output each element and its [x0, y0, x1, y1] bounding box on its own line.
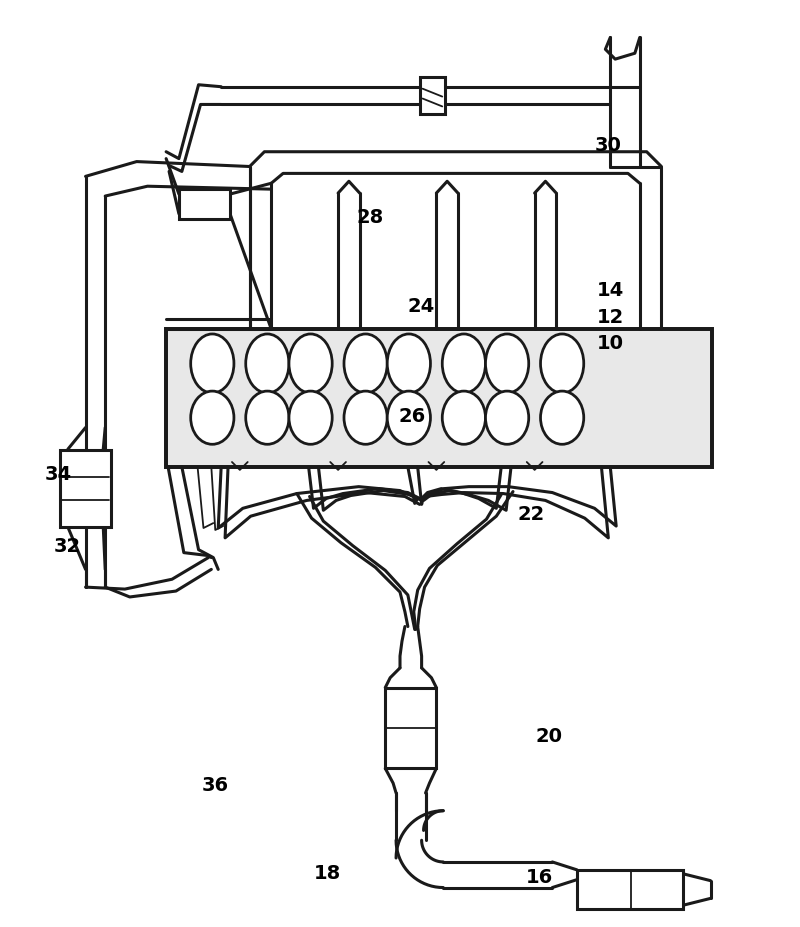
Text: 24: 24	[408, 297, 435, 316]
Text: 26: 26	[398, 407, 426, 425]
Bar	[420, 78, 446, 115]
Bar	[577, 870, 683, 909]
Text: 12: 12	[597, 308, 624, 327]
Ellipse shape	[344, 392, 387, 445]
Ellipse shape	[190, 392, 234, 445]
Ellipse shape	[541, 392, 584, 445]
Text: 36: 36	[202, 775, 229, 794]
Ellipse shape	[246, 392, 289, 445]
Text: 32: 32	[54, 536, 82, 555]
Bar	[60, 451, 111, 527]
Ellipse shape	[486, 335, 529, 394]
Bar	[179, 190, 230, 220]
Ellipse shape	[486, 392, 529, 445]
Bar	[166, 330, 713, 467]
Ellipse shape	[541, 335, 584, 394]
Text: 10: 10	[597, 334, 623, 352]
Text: 18: 18	[314, 863, 341, 883]
Bar	[386, 688, 436, 768]
Text: 22: 22	[518, 504, 545, 523]
Text: 30: 30	[595, 136, 622, 155]
Text: 20: 20	[535, 726, 562, 745]
Ellipse shape	[442, 392, 486, 445]
Text: 14: 14	[597, 281, 624, 299]
Ellipse shape	[387, 335, 430, 394]
Text: 34: 34	[45, 465, 72, 484]
Text: 16: 16	[526, 867, 553, 885]
Ellipse shape	[442, 335, 486, 394]
Ellipse shape	[387, 392, 430, 445]
Ellipse shape	[344, 335, 387, 394]
Ellipse shape	[190, 335, 234, 394]
Ellipse shape	[289, 335, 332, 394]
Text: 28: 28	[357, 208, 384, 226]
Ellipse shape	[289, 392, 332, 445]
Ellipse shape	[246, 335, 289, 394]
